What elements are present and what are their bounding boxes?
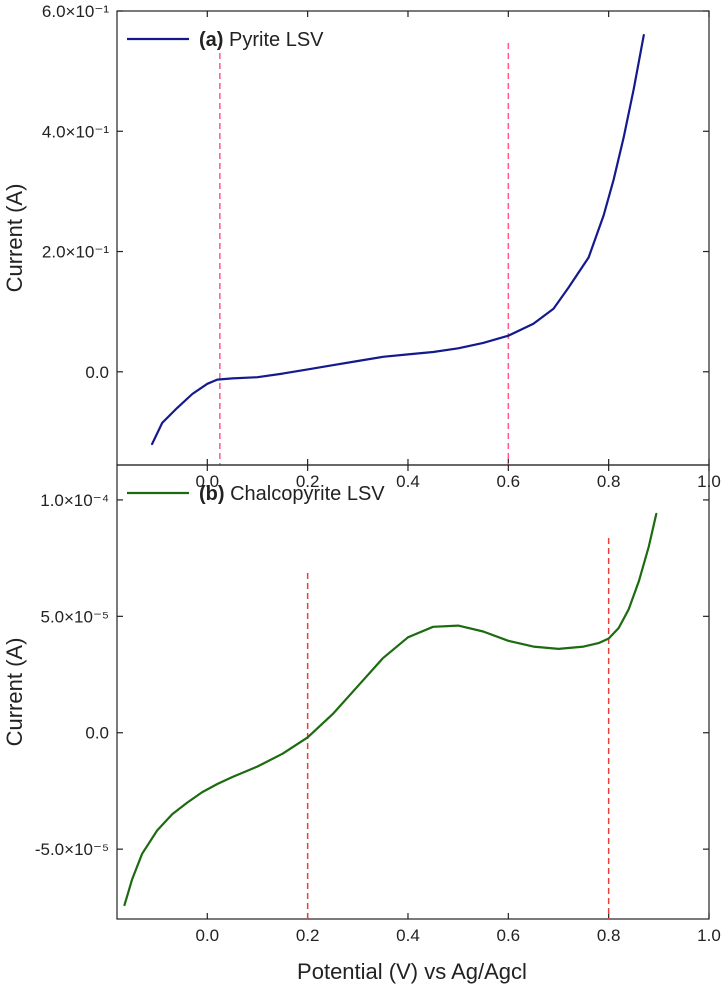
x-tick-label-b: 0.8 [597,926,621,945]
x-tick-label-b: 0.2 [296,926,320,945]
y-tick-label-a: 0.0 [85,363,109,382]
x-tick-label-b: 1.0 [697,926,721,945]
y-axis-title-b: Current (A) [2,638,27,747]
legend-series-name-a: Pyrite LSV [223,29,324,51]
x-tick-label-a: 0.4 [396,472,420,491]
y-tick-label-a: 4.0×10⁻¹ [42,122,109,141]
plot-frame-b [116,464,710,920]
x-tick-label-b: 0.0 [195,926,219,945]
legend-label-b: (b) Chalcopyrite LSV [199,483,385,505]
legend-label-a: (a) Pyrite LSV [199,29,324,51]
series-line-a [151,34,645,446]
panel-a-pyrite: 0.0 0.2 0.4 0.6 0.8 1.00.02.0×10⁻¹4.0×10⁻¹6.0… [2,2,721,491]
y-axis-title-a: Current (A) [2,184,27,293]
y-tick-label-a: 6.0×10⁻¹ [42,2,109,21]
panel-b-chalcopyrite: 0.0 0.2 0.4 0.6 0.8 1.0 -5.0×10⁻⁵ 0.0 5.0×10⁻⁵ 1.… [2,464,721,945]
x-tick-label-a: 0.0 [195,472,219,491]
legend-panel-letter-b: (b) [199,483,225,505]
x-tick-label-a: 0.6 [497,472,521,491]
legend-panel-letter-a: (a) [199,29,223,51]
series-line-b [123,512,658,907]
x-tick-label-b: 0.6 [497,926,521,945]
plot-frame-a [116,10,710,466]
y-tick-label-a: 2.0×10⁻¹ [42,243,109,262]
x-tick-label-b: 0.4 [396,926,420,945]
y-tick-label-b: 5.0×10⁻⁵ [41,607,110,626]
y-tick-label-b: 1.0×10⁻⁴ [40,491,109,510]
x-tick-label-a: 0.2 [296,472,320,491]
legend-series-name-b: Chalcopyrite LSV [225,483,386,505]
x-tick-label-a: 0.8 [597,472,621,491]
x-axis-title: Potential (V) vs Ag/Agcl [297,959,527,984]
y-tick-label-b: 0.0 [85,724,109,743]
y-tick-label-b: -5.0×10⁻⁵ [35,840,109,859]
